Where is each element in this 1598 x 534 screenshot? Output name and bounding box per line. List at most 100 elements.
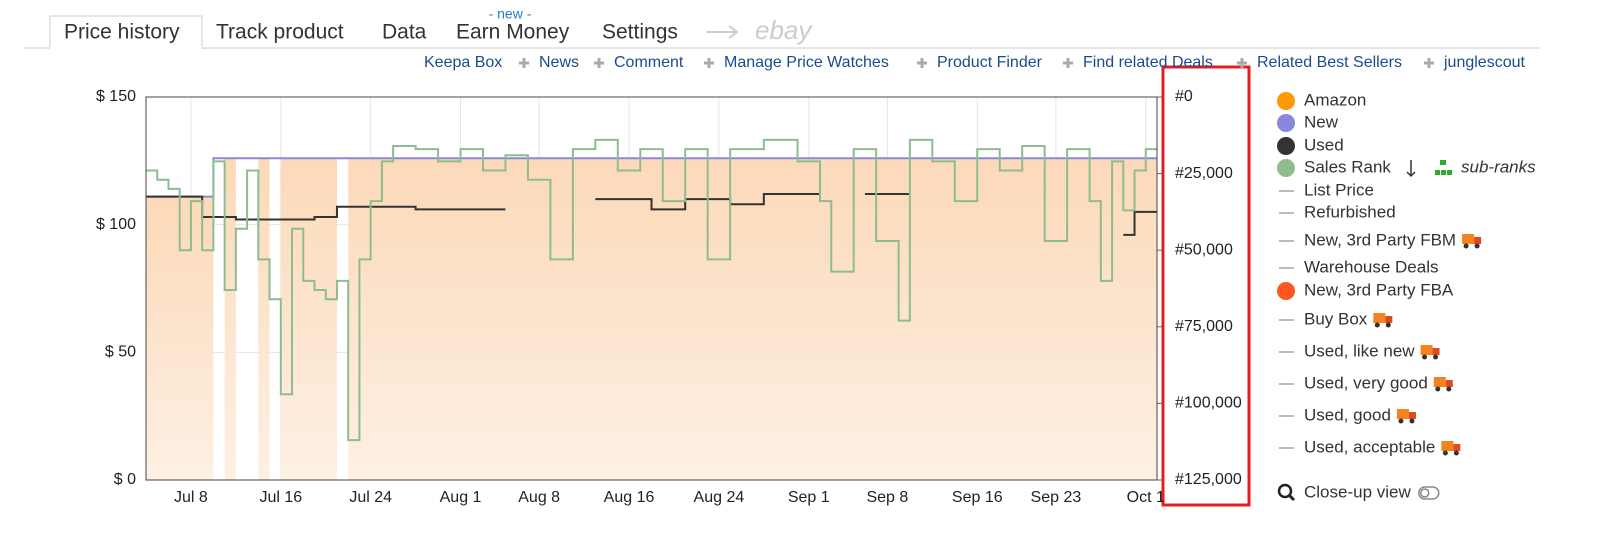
ebay-logo[interactable]: ebay: [755, 15, 813, 45]
legend-label[interactable]: Used, very good: [1304, 373, 1428, 392]
truck-wheel: [1446, 386, 1452, 392]
truck-icon: [1373, 313, 1393, 328]
truck-body: [1441, 441, 1454, 451]
legend-dot: [1277, 282, 1295, 300]
y2-tick-label: #100,000: [1175, 395, 1242, 412]
amazon-area: [224, 158, 236, 480]
x-tick-label: Oct 1: [1127, 489, 1165, 506]
link[interactable]: junglescout: [1443, 54, 1526, 71]
link-separator: [1063, 58, 1073, 68]
y2-tick-label: #75,000: [1175, 318, 1233, 335]
truck-cab: [1453, 444, 1461, 451]
legend-label[interactable]: Sales Rank: [1304, 157, 1391, 176]
link[interactable]: Product Finder: [937, 54, 1043, 71]
toggle-knob: [1420, 488, 1430, 498]
link-separator: [1237, 58, 1247, 68]
legend-label[interactable]: Warehouse Deals: [1304, 257, 1439, 276]
legend-label[interactable]: Used, good: [1304, 405, 1391, 424]
x-tick-label: Jul 16: [259, 489, 302, 506]
series-line: [1123, 210, 1157, 236]
legend-label[interactable]: Buy Box: [1304, 309, 1368, 328]
truck-body: [1396, 409, 1409, 419]
legend-label[interactable]: New: [1304, 112, 1339, 131]
truck-cab: [1408, 412, 1416, 419]
link[interactable]: Comment: [614, 54, 684, 71]
legend-dot: [1277, 114, 1295, 132]
y2-tick-label: #125,000: [1175, 471, 1242, 488]
truck-wheel: [1385, 322, 1391, 328]
x-tick-label: Sep 8: [866, 489, 908, 506]
link[interactable]: Keepa Box: [424, 54, 502, 71]
x-tick-label: Sep 23: [1031, 489, 1082, 506]
truck-cab: [1385, 316, 1393, 323]
amazon-area: [280, 158, 337, 480]
arrow: [706, 25, 739, 39]
link[interactable]: News: [539, 54, 579, 71]
truck-body: [1462, 234, 1475, 244]
plot-frame: [145, 96, 1158, 481]
tab[interactable]: Earn Money: [456, 21, 570, 44]
x-tick-label: Sep 1: [788, 489, 830, 506]
truck-cab: [1432, 348, 1440, 355]
search-icon: [1277, 483, 1293, 499]
link[interactable]: Manage Price Watches: [724, 54, 889, 71]
truck-icon: [1441, 441, 1461, 456]
y-tick-label: $ 50: [105, 344, 136, 361]
new-badge: - new -: [489, 6, 532, 22]
legend-label[interactable]: List Price: [1304, 180, 1374, 199]
highlight-box: [1161, 65, 1251, 507]
link-separator: [704, 58, 714, 68]
amazon-area: [146, 196, 214, 480]
amazon-area: [348, 158, 1157, 480]
tab[interactable]: Data: [382, 21, 427, 44]
truck-cab: [1474, 237, 1482, 244]
x-tick-label: Jul 8: [174, 489, 208, 506]
x-tick-label: Aug 8: [518, 489, 560, 506]
truck-wheel: [1453, 450, 1459, 456]
truck-icon: [1420, 345, 1440, 360]
x-tick-label: Aug 24: [694, 489, 745, 506]
link[interactable]: Related Best Sellers: [1257, 54, 1402, 71]
toggle[interactable]: [1418, 486, 1440, 500]
truck-wheel: [1463, 243, 1469, 249]
legend-label[interactable]: Used: [1304, 135, 1344, 154]
x-tick-label: Aug 1: [440, 489, 482, 506]
truck-wheel: [1442, 450, 1448, 456]
truck-wheel: [1422, 354, 1428, 360]
legend-label[interactable]: New, 3rd Party FBM: [1304, 230, 1456, 249]
tab[interactable]: Price history: [64, 21, 180, 44]
link-separator: [1424, 58, 1434, 68]
truck-wheel: [1398, 418, 1404, 424]
truck-wheel: [1435, 386, 1441, 392]
truck-icon: [1396, 409, 1416, 424]
sub-ranks-link[interactable]: sub-ranks: [1461, 157, 1536, 176]
legend-dot: [1277, 92, 1295, 110]
close-up-label[interactable]: Close-up view: [1304, 482, 1411, 501]
legend-label[interactable]: Refurbished: [1304, 202, 1396, 221]
y-tick-label: $ 100: [96, 216, 136, 233]
truck-body: [1433, 377, 1446, 387]
sort-icon[interactable]: [1406, 160, 1416, 178]
x-tick-label: Sep 16: [952, 489, 1003, 506]
legend-label[interactable]: New, 3rd Party FBA: [1304, 280, 1454, 299]
amazon-area: [258, 158, 270, 480]
truck-wheel: [1474, 243, 1480, 249]
tab[interactable]: Track product: [216, 21, 344, 44]
tab[interactable]: Settings: [602, 21, 678, 44]
series-line: [146, 138, 1157, 442]
truck-body: [1420, 345, 1433, 355]
y2-tick-label: #25,000: [1175, 165, 1233, 182]
legend-label[interactable]: Amazon: [1304, 90, 1366, 109]
truck-wheel: [1409, 418, 1415, 424]
truck-wheel: [1374, 322, 1380, 328]
legend-label[interactable]: Used, like new: [1304, 341, 1415, 360]
tree-icon: [1435, 160, 1452, 175]
y-tick-label: $ 0: [114, 471, 136, 488]
link[interactable]: Find related Deals: [1083, 54, 1213, 71]
search-handle: [1287, 493, 1296, 502]
legend-dot: [1277, 137, 1295, 155]
y2-tick-label: #0: [1175, 88, 1193, 105]
legend-label[interactable]: Used, acceptable: [1304, 437, 1435, 456]
truck-body: [1373, 313, 1386, 323]
